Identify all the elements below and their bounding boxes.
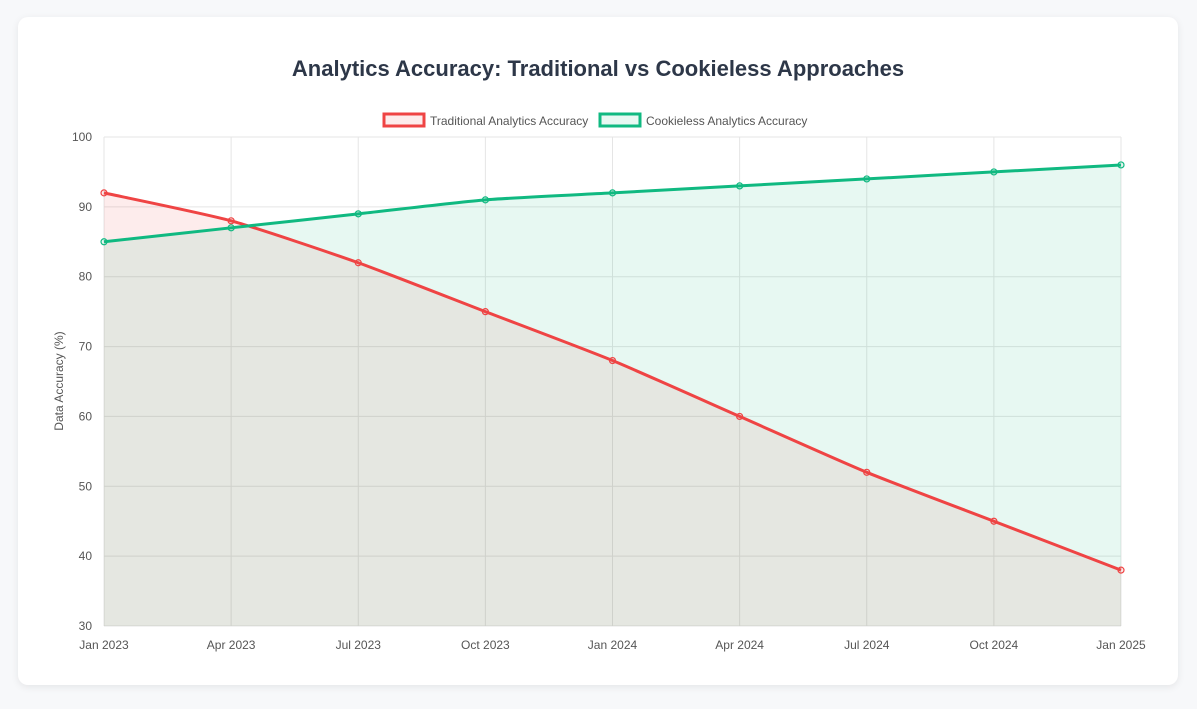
legend-label: Traditional Analytics Accuracy	[430, 114, 588, 128]
legend-label: Cookieless Analytics Accuracy	[646, 114, 807, 128]
x-tick-label: Jul 2023	[336, 638, 382, 652]
data-point	[990, 517, 998, 525]
data-point	[354, 259, 362, 267]
y-tick-label: 100	[72, 130, 92, 144]
y-axis-label: Data Accuracy (%)	[52, 331, 66, 430]
y-tick-label: 90	[79, 200, 93, 214]
data-point	[1117, 161, 1125, 169]
series-line-1	[103, 163, 1122, 244]
data-point	[481, 196, 489, 204]
data-point	[100, 189, 108, 197]
legend-swatch	[382, 112, 426, 128]
y-tick-label: 40	[79, 549, 93, 563]
data-point	[990, 168, 998, 176]
x-tick-label: Oct 2024	[970, 638, 1019, 652]
data-point	[608, 356, 617, 365]
y-tick-label: 60	[79, 409, 93, 423]
x-tick-label: Apr 2023	[207, 638, 256, 652]
series-fill-1	[104, 164, 1121, 626]
chart-card	[18, 17, 1178, 685]
data-point	[608, 189, 617, 197]
y-tick-label: 50	[79, 479, 93, 493]
data-point	[227, 224, 235, 232]
y-tick-label: 70	[79, 340, 93, 354]
data-point	[354, 210, 362, 218]
data-point	[863, 468, 871, 476]
chart-title: Analytics Accuracy: Traditional vs Cooki…	[292, 56, 904, 81]
x-tick-label: Jan 2023	[79, 638, 129, 652]
data-point	[1117, 566, 1125, 574]
series-line-0	[103, 191, 1122, 572]
x-tick-label: Apr 2024	[715, 638, 764, 652]
x-tick-label: Jan 2024	[588, 638, 638, 652]
data-point	[736, 182, 744, 190]
data-point	[481, 308, 489, 316]
x-tick-label: Jul 2024	[844, 638, 890, 652]
data-point	[736, 412, 744, 421]
data-point	[863, 175, 871, 183]
x-tick-label: Jan 2025	[1096, 638, 1146, 652]
legend-swatch	[598, 112, 642, 128]
y-tick-label: 30	[79, 619, 93, 633]
data-point	[227, 217, 235, 225]
x-tick-label: Oct 2023	[461, 638, 510, 652]
series-fill-0	[104, 192, 1121, 626]
y-tick-label: 80	[79, 270, 93, 284]
data-point	[100, 238, 108, 246]
